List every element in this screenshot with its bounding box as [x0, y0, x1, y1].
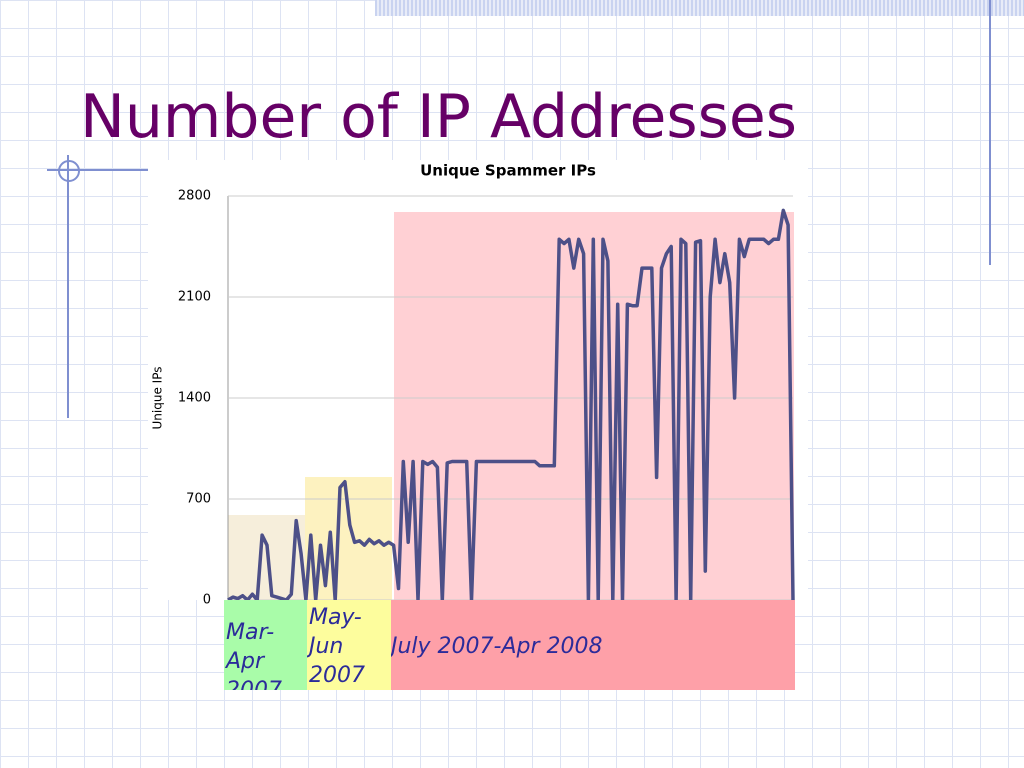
right-rule — [989, 0, 991, 265]
data-line — [227, 208, 795, 602]
chart-title: Unique Spammer IPs — [420, 162, 596, 180]
y-tick-label: 0 — [203, 593, 211, 608]
y-axis-label: Unique IPs — [151, 367, 165, 430]
y-tick-label: 700 — [186, 492, 211, 507]
left-rule-v — [67, 155, 69, 418]
period-shade — [305, 477, 392, 600]
period-label: May-Jun 2007 — [307, 600, 391, 690]
period-label: July 2007-Apr 2008 — [391, 600, 795, 690]
period-label: Mar-Apr 2007 — [224, 600, 307, 690]
y-tick-label: 1400 — [178, 391, 211, 406]
y-tick-label: 2100 — [178, 290, 211, 305]
top-band — [375, 0, 1024, 16]
rule-ring — [58, 160, 80, 182]
left-rule-h — [47, 169, 148, 171]
y-tick-label: 2800 — [178, 189, 211, 204]
slide-title: Number of IP Addresses — [80, 82, 798, 152]
